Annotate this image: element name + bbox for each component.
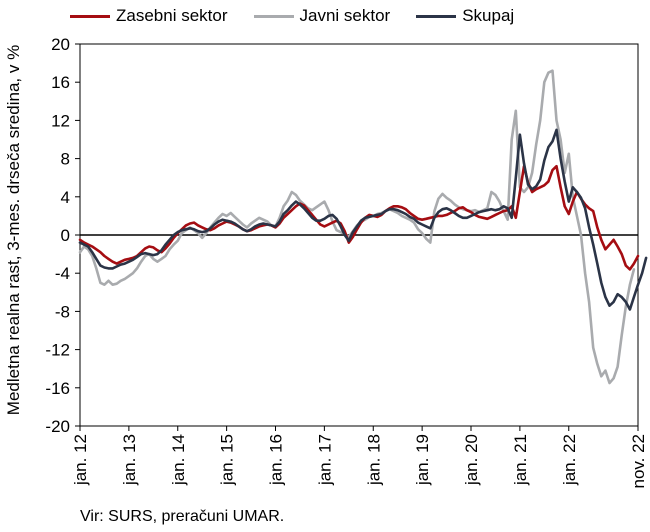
x-tick-label: jan. 12 <box>71 434 90 486</box>
legend-swatch-total <box>416 14 457 18</box>
y-tick-label: -12 <box>45 341 70 360</box>
y-tick-label: 0 <box>61 226 70 245</box>
y-tick-label: -8 <box>55 302 70 321</box>
x-tick-label: jan. 15 <box>218 434 237 486</box>
x-tick-label: jan. 16 <box>267 434 286 486</box>
x-tick-label: jan. 19 <box>413 434 432 486</box>
y-tick-label: 16 <box>51 73 70 92</box>
series-line-total <box>78 128 648 311</box>
y-tick-label: -16 <box>45 379 70 398</box>
legend-label-private: Zasebni sektor <box>116 6 228 25</box>
y-tick-label: -20 <box>45 417 70 436</box>
legend-item-public: Javni sektor <box>253 6 391 26</box>
legend-label-public: Javni sektor <box>299 6 391 25</box>
y-tick-label: 20 <box>51 35 70 54</box>
x-tick-label: jan. 18 <box>364 434 383 486</box>
y-axis-label: Medletna realna rast, 3-mes. drseča sred… <box>4 44 23 416</box>
x-tick-label: jan. 13 <box>120 434 139 486</box>
legend-swatch-private <box>70 14 110 18</box>
x-tick-label: jan. 20 <box>462 434 481 486</box>
source-note: Vir: SURS, preračuni UMAR. <box>80 508 285 525</box>
legend-item-total: Skupaj <box>416 6 514 26</box>
y-tick-label: -4 <box>55 264 70 283</box>
x-tick-label: jan. 14 <box>169 434 188 486</box>
x-tick-label: jan. 22 <box>560 434 579 486</box>
legend-label-total: Skupaj <box>462 6 515 25</box>
series-line-private <box>78 164 640 271</box>
legend-item-private: Zasebni sektor <box>70 6 228 26</box>
legend-swatch-public <box>253 14 294 18</box>
x-tick-label: nov. 22 <box>629 434 648 489</box>
x-tick-label: jan. 17 <box>315 434 334 486</box>
y-tick-label: 4 <box>61 188 70 207</box>
y-tick-label: 12 <box>51 111 70 130</box>
x-tick-label: jan. 21 <box>511 434 530 486</box>
legend: Zasebni sektor Javni sektor Skupaj <box>70 6 514 26</box>
y-tick-label: 8 <box>61 150 70 169</box>
